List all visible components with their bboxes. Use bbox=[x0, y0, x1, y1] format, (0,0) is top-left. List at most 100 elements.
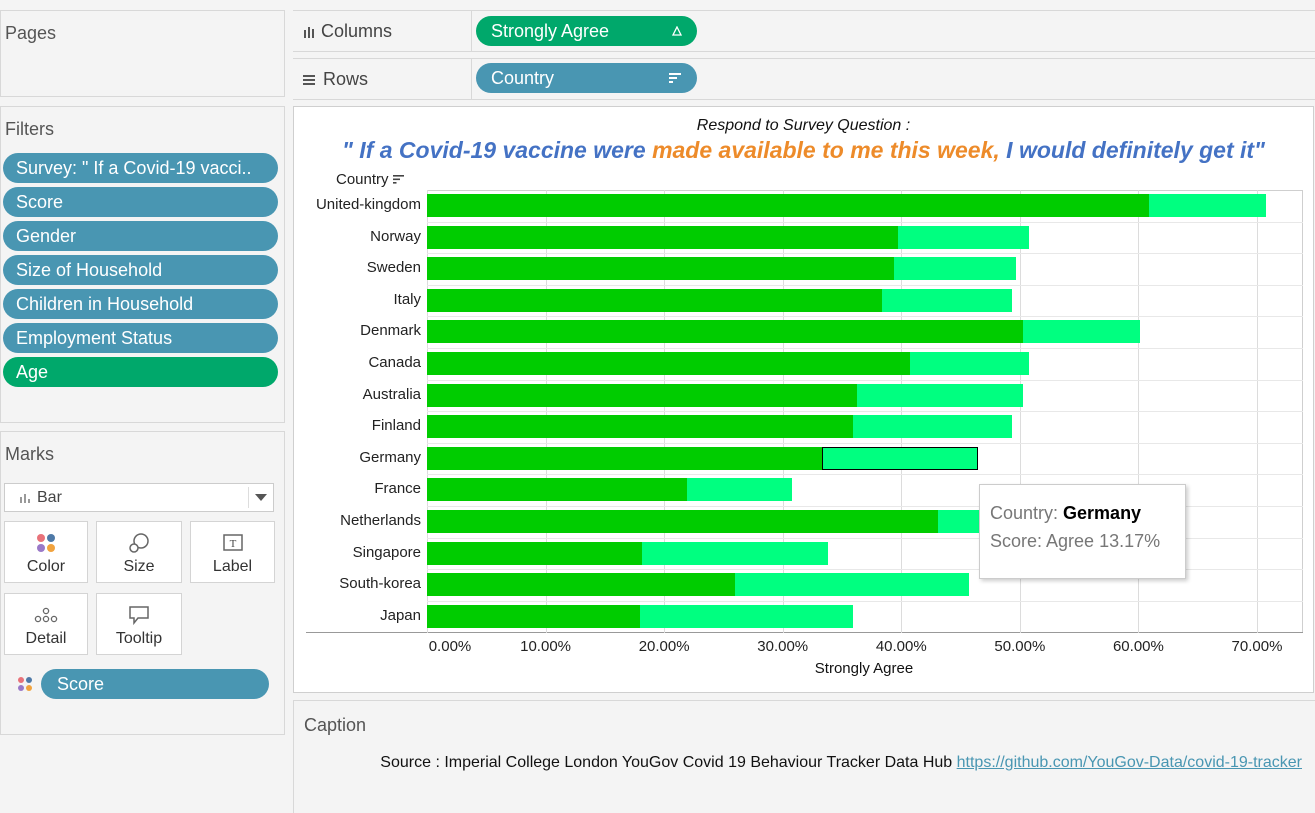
country-label: Netherlands bbox=[340, 512, 421, 529]
tooltip-popup: Country: Germany Score: Agree 13.17% bbox=[979, 484, 1186, 579]
row-header[interactable]: Country bbox=[336, 171, 404, 188]
filter-survey[interactable]: Survey: " If a Covid-19 vacci.. bbox=[3, 153, 278, 183]
caption-source: Source : Imperial College London YouGov … bbox=[380, 754, 1302, 772]
bar-strongly-agree[interactable] bbox=[427, 194, 1150, 217]
bar-strongly-agree[interactable] bbox=[427, 510, 939, 533]
size-icon bbox=[129, 533, 149, 553]
marks-score-pill[interactable]: Score bbox=[41, 669, 269, 699]
bar-agree[interactable] bbox=[938, 510, 992, 533]
mark-type-dropdown[interactable]: Bar bbox=[4, 483, 274, 512]
bar-strongly-agree[interactable] bbox=[427, 541, 642, 565]
label-card[interactable]: T Label bbox=[190, 521, 275, 583]
bar-agree[interactable] bbox=[1023, 320, 1140, 344]
country-label: Italy bbox=[393, 290, 421, 308]
gridline-y bbox=[427, 221, 1303, 223]
bar-strongly-agree[interactable] bbox=[427, 225, 898, 249]
size-card[interactable]: Size bbox=[96, 521, 182, 583]
gridline-y bbox=[427, 348, 1303, 349]
gridline-y bbox=[427, 474, 1303, 476]
columns-shelf-label: Columns bbox=[293, 11, 472, 51]
country-label: Norway bbox=[370, 227, 421, 245]
filter-gender[interactable]: Gender bbox=[3, 221, 278, 251]
gridline-y bbox=[427, 284, 1303, 286]
chevron-down-icon bbox=[255, 494, 267, 501]
bar-strongly-agree[interactable] bbox=[427, 415, 853, 439]
bar-strongly-agree[interactable] bbox=[427, 383, 858, 407]
caption-source-text: Source : Imperial College London YouGov … bbox=[380, 754, 957, 771]
caption-link[interactable]: https://github.com/YouGov-Data/covid-19-… bbox=[956, 754, 1302, 771]
rows-shelf-label: Rows bbox=[293, 59, 472, 99]
x-tick-label: 60.00% bbox=[1112, 638, 1164, 655]
bar-agree[interactable] bbox=[641, 541, 828, 565]
rows-label-text: Rows bbox=[323, 69, 369, 89]
gridline-y bbox=[427, 411, 1303, 413]
columns-shelf: Columns bbox=[293, 10, 1315, 52]
gridline-y bbox=[427, 569, 1303, 571]
tooltip-card[interactable]: Tooltip bbox=[96, 593, 182, 655]
bar-agree[interactable] bbox=[909, 352, 1030, 375]
bar-agree[interactable] bbox=[852, 415, 1012, 439]
filter-children-in-household[interactable]: Children in Household bbox=[3, 289, 278, 319]
bar-strongly-agree[interactable] bbox=[427, 478, 687, 502]
bar-strongly-agree[interactable] bbox=[427, 320, 1024, 344]
text-label-icon: T bbox=[222, 534, 243, 551]
country-label: France bbox=[374, 480, 421, 498]
bar-strongly-agree[interactable] bbox=[427, 288, 883, 312]
x-tick-label: 40.00% bbox=[875, 638, 927, 655]
bar-agree[interactable] bbox=[882, 288, 1012, 312]
filter-age[interactable]: Age bbox=[3, 357, 278, 387]
color-card-label: Color bbox=[26, 558, 66, 575]
x-tick-label: 70.00% bbox=[1231, 638, 1283, 655]
caption-title: Caption bbox=[304, 715, 367, 735]
bar-strongly-agree[interactable] bbox=[427, 573, 736, 597]
bar-agree[interactable] bbox=[686, 478, 793, 502]
bar-strongly-agree[interactable] bbox=[427, 352, 910, 375]
detail-icon bbox=[34, 607, 58, 623]
viz-title-part1: " If a Covid-19 vaccine were bbox=[342, 137, 653, 163]
country-label: Sweden bbox=[366, 259, 421, 277]
filters-title: Filters bbox=[5, 119, 54, 139]
columns-pill[interactable]: Strongly Agree bbox=[476, 16, 697, 46]
country-label: Japan bbox=[380, 606, 421, 624]
bar-agree[interactable] bbox=[640, 604, 853, 628]
filter-size-of-household[interactable]: Size of Household bbox=[3, 255, 278, 285]
country-label: United-kingdom bbox=[315, 196, 421, 213]
bar-agree[interactable] bbox=[894, 257, 1017, 281]
delta-icon bbox=[672, 26, 682, 36]
bar-agree[interactable] bbox=[1149, 194, 1267, 217]
country-label: Canada bbox=[368, 354, 421, 371]
color-card[interactable]: Color bbox=[4, 521, 88, 583]
pages-title: Pages bbox=[5, 23, 57, 43]
x-axis-title: Strongly Agree bbox=[814, 660, 914, 677]
viz-title-line2: " If a Covid-19 vaccine were made availa… bbox=[293, 137, 1314, 164]
x-tick-label: 0.00% bbox=[428, 638, 472, 655]
gridline-y bbox=[427, 316, 1303, 318]
gridline-y bbox=[427, 442, 1303, 444]
bar-strongly-agree[interactable] bbox=[427, 257, 895, 281]
rows-icon bbox=[303, 75, 315, 85]
country-label: Singapore bbox=[352, 543, 421, 561]
country-label: Finland bbox=[371, 417, 421, 435]
bar-strongly-agree[interactable] bbox=[427, 604, 641, 628]
filter-employment-status[interactable]: Employment Status bbox=[3, 323, 278, 353]
bar-strongly-agree[interactable] bbox=[427, 446, 822, 470]
bar-agree[interactable] bbox=[857, 383, 1024, 407]
bar-chart-icon bbox=[20, 494, 30, 503]
bar-agree[interactable] bbox=[735, 573, 969, 597]
mark-type-label: Bar bbox=[37, 489, 62, 506]
row-header-label: Country bbox=[336, 171, 389, 188]
detail-card[interactable]: Detail bbox=[4, 593, 88, 655]
filter-score[interactable]: Score bbox=[3, 187, 278, 217]
gridline-y bbox=[427, 537, 1303, 539]
country-label: Germany bbox=[359, 448, 421, 466]
size-card-label: Size bbox=[123, 558, 155, 575]
country-label: Australia bbox=[362, 385, 421, 403]
x-tick-label: 20.00% bbox=[638, 638, 690, 655]
tooltip-card-label: Tooltip bbox=[115, 630, 163, 647]
bar-agree[interactable] bbox=[821, 446, 978, 470]
columns-label-text: Columns bbox=[321, 21, 393, 41]
bar-agree[interactable] bbox=[897, 225, 1030, 249]
rows-pill[interactable]: Country bbox=[476, 63, 697, 93]
label-card-label: Label bbox=[212, 558, 253, 575]
x-axis-line bbox=[306, 632, 1303, 633]
